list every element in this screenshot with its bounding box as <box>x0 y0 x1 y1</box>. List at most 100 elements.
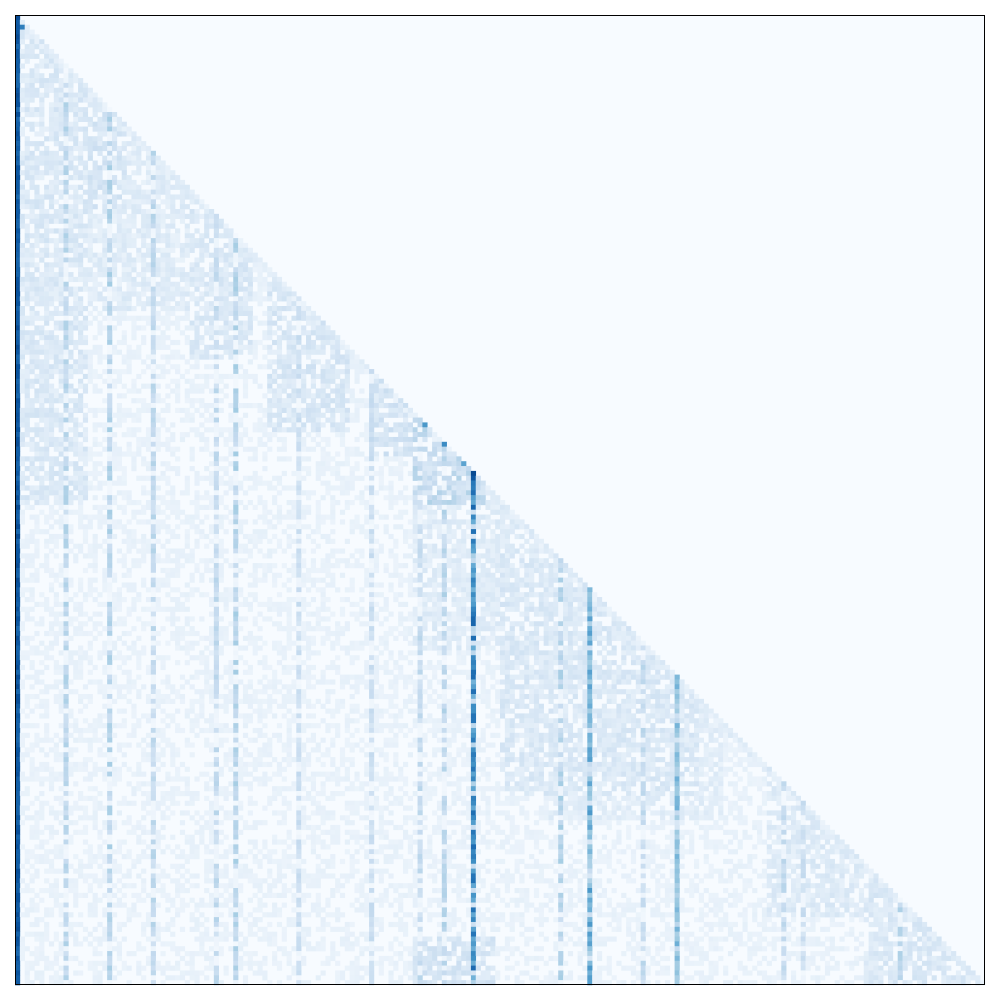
heatmap-cell <box>15 504 21 510</box>
heatmap-cell <box>233 393 239 399</box>
heatmap-cell <box>267 417 273 423</box>
heatmap-cell <box>24 606 30 612</box>
heatmap-cell <box>116 456 122 462</box>
heatmap-cell <box>233 364 239 370</box>
heatmap-cell <box>82 87 89 93</box>
heatmap-cell <box>504 558 510 564</box>
heatmap-cell <box>233 257 239 263</box>
heatmap-cell <box>58 373 64 380</box>
heatmap-cell <box>223 252 229 258</box>
heatmap-cell <box>73 145 79 152</box>
heatmap-cell <box>34 451 40 457</box>
heatmap-cell <box>19 417 25 423</box>
heatmap-cell <box>209 286 215 292</box>
heatmap-cell <box>160 567 166 574</box>
heatmap-cell <box>427 553 433 559</box>
heatmap-cell <box>320 495 326 501</box>
heatmap-cell <box>252 582 258 588</box>
heatmap-cell <box>107 301 113 307</box>
heatmap-cell <box>189 592 195 598</box>
heatmap-cell <box>136 597 142 603</box>
heatmap-cell <box>92 543 98 549</box>
heatmap-cell <box>378 422 384 428</box>
heatmap-cell <box>73 509 79 515</box>
heatmap-cell <box>422 509 428 515</box>
heatmap-cell <box>179 267 186 273</box>
heatmap-cell <box>369 509 375 515</box>
heatmap-cell <box>587 587 593 593</box>
heatmap-cell <box>228 247 234 253</box>
heatmap-cell <box>310 597 316 603</box>
heatmap-cell <box>223 548 229 554</box>
heatmap-cell <box>296 553 302 559</box>
heatmap-cell <box>82 325 89 331</box>
heatmap-cell <box>403 601 409 607</box>
heatmap-cell <box>257 548 263 554</box>
heatmap-cell <box>301 373 307 380</box>
heatmap-cell <box>102 504 108 510</box>
heatmap-cell <box>19 325 25 331</box>
heatmap-cell <box>403 432 409 438</box>
heatmap-cell <box>451 567 457 574</box>
heatmap-cell <box>223 276 229 283</box>
heatmap-cell <box>514 597 520 603</box>
heatmap-cell <box>320 412 326 418</box>
heatmap-cell <box>223 490 229 496</box>
heatmap-cell <box>44 563 50 569</box>
heatmap-cell <box>112 262 118 268</box>
heatmap-cell <box>403 500 409 506</box>
heatmap-cell <box>48 53 55 59</box>
heatmap-cell <box>68 524 74 530</box>
heatmap-cell <box>102 325 108 331</box>
heatmap-cell <box>48 383 55 389</box>
heatmap-cell <box>296 519 302 525</box>
heatmap-cell <box>19 587 25 593</box>
heatmap-cell <box>44 388 50 394</box>
heatmap-cell <box>39 398 45 404</box>
heatmap-cell <box>378 548 384 554</box>
heatmap-cell <box>252 567 258 574</box>
heatmap-cell <box>330 427 336 433</box>
heatmap-cell <box>29 412 35 418</box>
heatmap-cell <box>369 529 375 535</box>
heatmap-cell <box>247 436 253 443</box>
heatmap-cell <box>441 587 447 593</box>
heatmap-cell <box>24 141 30 147</box>
heatmap-cell <box>417 514 423 520</box>
heatmap-cell <box>257 480 263 486</box>
heatmap-cell <box>92 121 98 127</box>
heatmap-cell <box>48 533 55 540</box>
heatmap-cell <box>34 601 40 607</box>
heatmap-cell <box>330 407 336 413</box>
heatmap-cell <box>107 325 113 331</box>
heatmap-cell <box>58 58 64 64</box>
heatmap-cell <box>320 344 326 350</box>
heatmap-cell <box>320 597 326 603</box>
heatmap-cell <box>58 272 64 278</box>
heatmap-cell <box>82 267 89 273</box>
heatmap-cell <box>291 378 297 384</box>
heatmap-cell <box>150 306 156 312</box>
heatmap-cell <box>383 388 389 394</box>
heatmap-cell <box>78 213 84 219</box>
heatmap-cell <box>504 504 510 510</box>
heatmap-cell <box>34 315 40 321</box>
heatmap-cell <box>170 257 176 263</box>
heatmap-cell <box>58 291 64 297</box>
heatmap-cell <box>24 553 30 559</box>
heatmap-cell <box>388 485 394 491</box>
heatmap-cell <box>238 330 244 336</box>
heatmap-cell <box>29 306 35 312</box>
heatmap-cell <box>34 538 40 544</box>
heatmap-cell <box>500 587 506 593</box>
heatmap-cell <box>131 257 137 263</box>
heatmap-cell <box>233 509 239 515</box>
heatmap-cell <box>247 315 253 321</box>
heatmap-cell <box>53 126 59 132</box>
heatmap-cell <box>107 470 113 477</box>
heatmap-cell <box>141 398 147 404</box>
heatmap-cell <box>150 175 156 181</box>
heatmap-cell <box>267 291 273 297</box>
heatmap-cell <box>563 577 569 583</box>
heatmap-cell <box>29 272 35 278</box>
